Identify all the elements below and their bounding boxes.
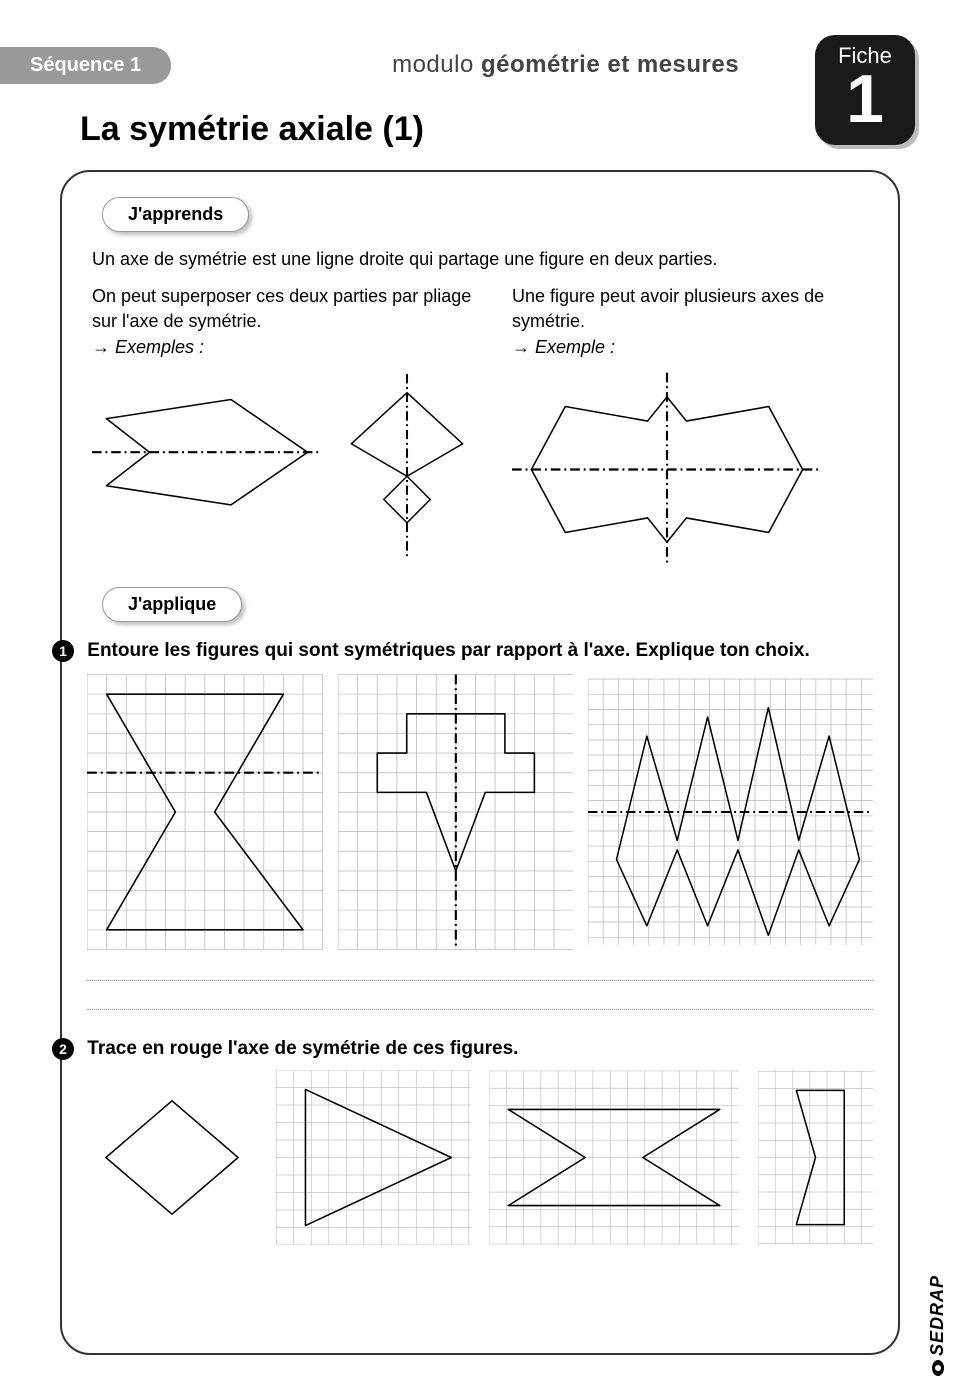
exercise-2-badge: 2 [52,1038,74,1060]
ex2-figure-3 [489,1070,739,1245]
ex1-figure-1 [87,672,323,952]
ex2-figure-4 [758,1070,873,1245]
module-prefix: modulo [392,51,474,78]
lesson-intro: Un axe de symétrie est une ligne droite … [92,247,868,272]
lesson-figure-1 [92,372,322,542]
answer-line-2 [87,1009,873,1010]
lesson-figure-2 [342,372,472,562]
answer-line-1 [87,980,873,981]
page-title: La symétrie axiale (1) [80,110,424,149]
lesson-left-ex: Exemples : [92,335,472,360]
exercise-1-title: 1 Entoure les figures qui sont symétriqu… [87,640,873,662]
module-name: géométrie et mesures [481,51,739,78]
worksheet-page: Séquence 1 modulo géométrie et mesures F… [0,0,960,1395]
fiche-number: 1 [815,69,915,129]
exercise-1-badge: 1 [52,640,74,662]
lesson-figure-3 [512,372,822,567]
ex2-figure-2 [276,1070,471,1245]
publisher-mark: SEDRAP [927,1275,948,1376]
lesson-tab: J'apprends [102,197,249,232]
lesson-left-col: On peut superposer ces deux parties par … [92,284,472,567]
exercise-2-title: 2 Trace en rouge l'axe de symétrie de ce… [87,1038,873,1060]
lesson-right-figs [512,372,868,567]
lesson-right-text: Une figure peut avoir plusieurs axes de … [512,284,868,334]
exercise-1-figures [87,672,873,952]
sequence-tab: Séquence 1 [0,47,171,84]
exercise-2-text: Trace en rouge l'axe de symétrie de ces … [87,1038,518,1059]
content-frame: J'apprends Un axe de symétrie est une li… [60,170,900,1355]
lesson-columns: On peut superposer ces deux parties par … [92,284,868,567]
fiche-badge: Fiche 1 [815,35,915,145]
lesson-left-figs [92,372,472,562]
ex2-figure-1 [87,1070,257,1245]
exercise-1-text: Entoure les figures qui sont symétriques… [87,640,809,661]
ex1-figure-2 [338,672,574,952]
lesson-right-ex: Exemple : [512,335,868,360]
apply-tab: J'applique [102,587,242,622]
lesson-right-col: Une figure peut avoir plusieurs axes de … [512,284,868,567]
ex1-figure-3 [588,672,873,952]
lesson-left-text: On peut superposer ces deux parties par … [92,284,472,334]
publisher-icon [932,1360,944,1376]
publisher-text: SEDRAP [927,1275,947,1356]
exercise-2-figures [87,1070,873,1245]
